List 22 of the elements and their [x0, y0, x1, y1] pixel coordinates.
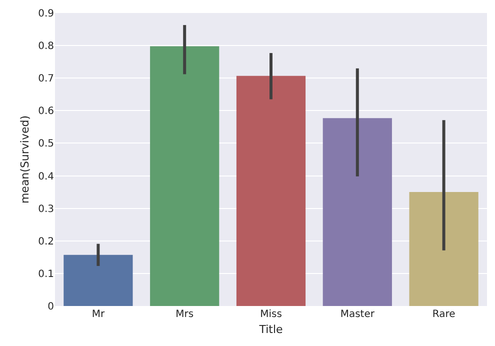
- y-tick-label: 0.2: [38, 236, 54, 248]
- y-tick-label: 0.5: [38, 138, 54, 150]
- x-tick-label: Rare: [432, 309, 456, 320]
- y-tick-label: 0.8: [38, 41, 54, 52]
- bar: [64, 254, 133, 306]
- y-tick-label: 0.3: [38, 204, 54, 215]
- bar: [322, 118, 392, 306]
- x-tick-label: Miss: [260, 309, 282, 320]
- y-tick-label: 0.4: [38, 171, 54, 182]
- x-tick-label: Mr: [92, 309, 106, 320]
- y-tick-label: 0: [48, 302, 54, 312]
- y-tick-label: 0.1: [38, 268, 54, 280]
- y-tick-label: 0.9: [38, 8, 54, 20]
- x-tick-label: Mrs: [176, 309, 194, 320]
- y-tick-label: 0.6: [38, 106, 54, 118]
- x-tick-label: Master: [340, 309, 376, 320]
- bar: [150, 46, 220, 306]
- y-axis-title: mean(Survived): [18, 115, 32, 204]
- y-tick-label: 0.7: [38, 74, 54, 85]
- x-axis-title: Title: [258, 323, 284, 336]
- bar: [236, 76, 306, 306]
- bar: [409, 192, 478, 306]
